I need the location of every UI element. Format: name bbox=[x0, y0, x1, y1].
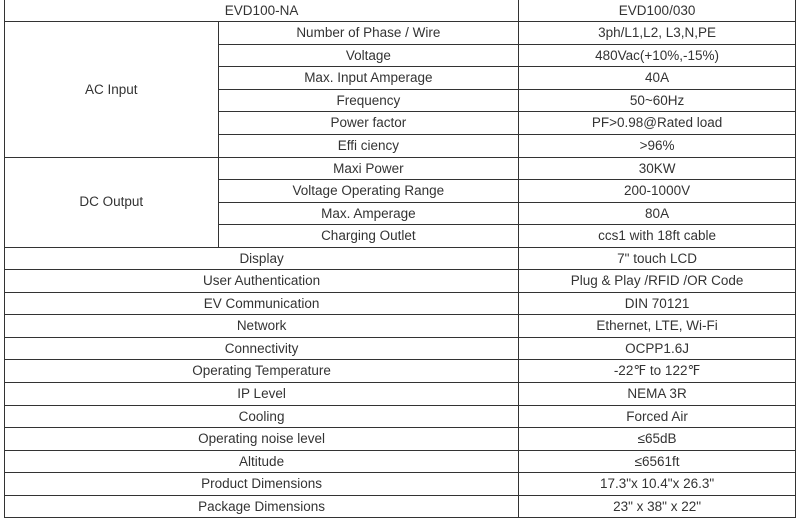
table-row: DC Output Maxi Power 30KW bbox=[5, 157, 796, 180]
spec-value: 30KW bbox=[519, 157, 796, 180]
spec-value: 3ph/L1,L2, L3,N,PE bbox=[519, 22, 796, 45]
spec-label: Max. Input Amperage bbox=[218, 67, 519, 90]
spec-value: 200-1000V bbox=[519, 180, 796, 203]
table-row: User Authentication Plug & Play /RFID /O… bbox=[5, 270, 796, 293]
table-header-row: EVD100-NA EVD100/030 bbox=[5, 0, 796, 22]
spec-label: Frequency bbox=[218, 89, 519, 112]
spec-label: Number of Phase / Wire bbox=[218, 22, 519, 45]
header-model-right: EVD100/030 bbox=[519, 0, 796, 22]
table-row: Altitude ≤6561ft bbox=[5, 450, 796, 473]
spec-label: Display bbox=[5, 247, 519, 270]
spec-table-container: EVD100-NA EVD100/030 AC Input Number of … bbox=[4, 0, 796, 518]
spec-value: Forced Air bbox=[519, 405, 796, 428]
spec-label: Operating noise level bbox=[5, 428, 519, 451]
group-dc-output: DC Output bbox=[5, 157, 219, 247]
spec-label: Power factor bbox=[218, 112, 519, 135]
spec-value: 23" x 38" x 22" bbox=[519, 495, 796, 518]
spec-label: Maxi Power bbox=[218, 157, 519, 180]
spec-value: 7" touch LCD bbox=[519, 247, 796, 270]
spec-label: Voltage Operating Range bbox=[218, 180, 519, 203]
spec-value: Ethernet, LTE, Wi-Fi bbox=[519, 315, 796, 338]
spec-label: Network bbox=[5, 315, 519, 338]
spec-label: IP Level bbox=[5, 383, 519, 406]
group-ac-input: AC Input bbox=[5, 22, 219, 157]
spec-label: Package Dimensions bbox=[5, 495, 519, 518]
spec-label: Max. Amperage bbox=[218, 202, 519, 225]
table-row: Network Ethernet, LTE, Wi-Fi bbox=[5, 315, 796, 338]
spec-label: Cooling bbox=[5, 405, 519, 428]
table-row: AC Input Number of Phase / Wire 3ph/L1,L… bbox=[5, 22, 796, 45]
table-row: Operating Temperature -22℉ to 122℉ bbox=[5, 360, 796, 383]
spec-label: Connectivity bbox=[5, 337, 519, 360]
spec-label: Charging Outlet bbox=[218, 225, 519, 248]
spec-value: OCPP1.6J bbox=[519, 337, 796, 360]
spec-value: -22℉ to 122℉ bbox=[519, 360, 796, 383]
spec-value: 480Vac(+10%,-15%) bbox=[519, 44, 796, 67]
table-row: Product Dimensions 17.3"x 10.4"x 26.3" bbox=[5, 473, 796, 496]
table-row: Package Dimensions 23" x 38" x 22" bbox=[5, 495, 796, 518]
spec-value: 50~60Hz bbox=[519, 89, 796, 112]
table-row: EV Communication DIN 70121 bbox=[5, 292, 796, 315]
spec-value: 17.3"x 10.4"x 26.3" bbox=[519, 473, 796, 496]
spec-value: ccs1 with 18ft cable bbox=[519, 225, 796, 248]
spec-table: EVD100-NA EVD100/030 AC Input Number of … bbox=[4, 0, 796, 518]
spec-value: NEMA 3R bbox=[519, 383, 796, 406]
table-row: IP Level NEMA 3R bbox=[5, 383, 796, 406]
spec-label: Operating Temperature bbox=[5, 360, 519, 383]
header-model-left: EVD100-NA bbox=[5, 0, 519, 22]
spec-value: 80A bbox=[519, 202, 796, 225]
table-row: Connectivity OCPP1.6J bbox=[5, 337, 796, 360]
spec-value: ≤6561ft bbox=[519, 450, 796, 473]
spec-value: PF>0.98@Rated load bbox=[519, 112, 796, 135]
spec-value: >96% bbox=[519, 135, 796, 158]
spec-label: Altitude bbox=[5, 450, 519, 473]
spec-value: DIN 70121 bbox=[519, 292, 796, 315]
table-row: Display 7" touch LCD bbox=[5, 247, 796, 270]
spec-value: ≤65dB bbox=[519, 428, 796, 451]
spec-label: Effi ciency bbox=[218, 135, 519, 158]
spec-value: 40A bbox=[519, 67, 796, 90]
table-row: Cooling Forced Air bbox=[5, 405, 796, 428]
spec-label: User Authentication bbox=[5, 270, 519, 293]
spec-value: Plug & Play /RFID /OR Code bbox=[519, 270, 796, 293]
spec-label: Voltage bbox=[218, 44, 519, 67]
spec-label: EV Communication bbox=[5, 292, 519, 315]
spec-label: Product Dimensions bbox=[5, 473, 519, 496]
table-row: Operating noise level ≤65dB bbox=[5, 428, 796, 451]
